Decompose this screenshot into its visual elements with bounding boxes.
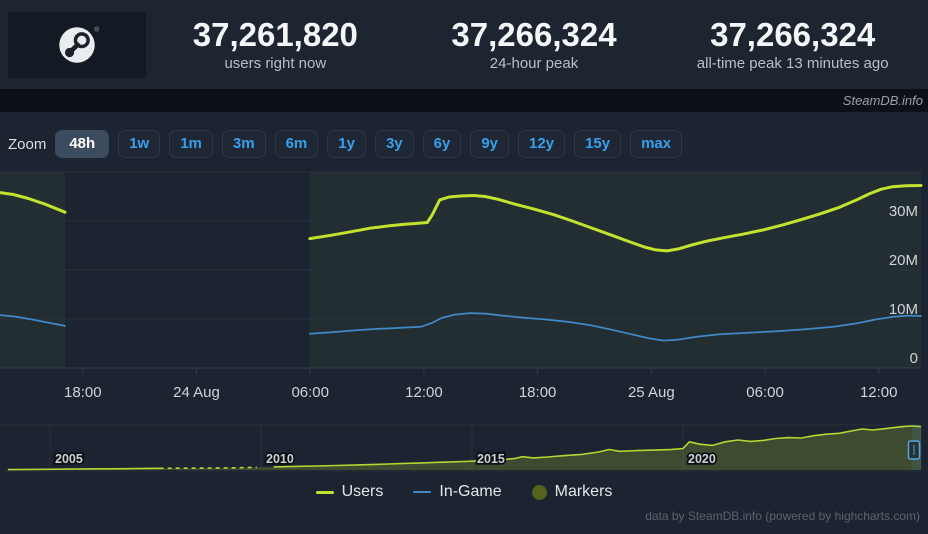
stat-label: users right now [224, 55, 327, 72]
navigator-year-label: 2005 [55, 452, 83, 466]
y-axis-label: 20M [889, 252, 918, 269]
x-axis-label: 18:00 [64, 384, 102, 401]
navigator-year-label: 2020 [688, 452, 716, 466]
zoom-button-1m[interactable]: 1m [169, 130, 213, 158]
users-series-line [0, 191, 67, 214]
x-axis-label: 12:00 [405, 384, 443, 401]
legend-item-in-game[interactable]: In-Game [413, 483, 502, 501]
zoom-buttons: 48h 1w 1m 3m 6m 1y 3y 6y 9y 12y 15y max [55, 130, 691, 158]
chart-credits[interactable]: data by SteamDB.info (powered by highcha… [645, 509, 920, 523]
zoom-button-3y[interactable]: 3y [374, 130, 414, 158]
zoom-button-15y[interactable]: 15y [574, 130, 622, 158]
legend-item-markers[interactable]: Markers [531, 483, 613, 501]
navigator-series-line [273, 425, 922, 468]
steamdb-brand-link[interactable]: SteamDB.info [842, 93, 923, 108]
x-axis-label: 06:00 [746, 384, 784, 401]
steam-logo-icon: ® [59, 25, 99, 63]
in-game-legend-swatch-icon [413, 491, 432, 493]
stat-24-hour-peak: 37,266,324 24-hour peak [405, 16, 664, 73]
navigator-series-line [7, 467, 160, 471]
svg-text:®: ® [94, 25, 99, 33]
navigator-year-label: 2015 [477, 452, 505, 466]
x-axis-label: 12:00 [860, 384, 898, 401]
navigator-handle[interactable] [907, 440, 921, 460]
x-axis-label: 06:00 [291, 384, 329, 401]
zoom-button-1w[interactable]: 1w [118, 130, 161, 158]
zoom-button-6m[interactable]: 6m [274, 130, 319, 158]
zoom-button-48h[interactable]: 48h [55, 130, 110, 158]
zoom-button-9y[interactable]: 9y [470, 130, 510, 158]
zoom-button-6y[interactable]: 6y [422, 130, 462, 158]
chart-legend: Users In-Game Markers [0, 483, 928, 501]
y-axis-label: 30M [889, 203, 918, 220]
stat-label: 24-hour peak [489, 55, 579, 72]
data-plot-band [309, 172, 921, 368]
legend-label: Markers [554, 483, 613, 500]
brand-bar: SteamDB.info [0, 89, 928, 112]
header: ® 37,261,820 users right now 37,266,324 24-… [0, 0, 928, 89]
stat-all-time-peak-13-minutes-ago: 37,266,324 all-time peak 13 minutes ago [663, 16, 922, 73]
stat-value: 37,261,820 [192, 16, 358, 53]
stat-users-right-now: 37,261,820 users right now [146, 16, 405, 73]
legend-label: In-Game [439, 483, 502, 500]
main-chart: 0 10M 20M 30M 18:00 24 Aug 06:00 12:00 18:00 25 A… [0, 171, 923, 401]
zoom-toolbar: Zoom 48h 1w 1m 3m 6m 1y 3y 6y 9y 12y 15y max [8, 130, 691, 158]
legend-item-users[interactable]: Users [315, 483, 384, 501]
data-plot-band [0, 172, 66, 368]
navigator[interactable]: 2005 2010 2015 2020 [0, 424, 922, 472]
navigator-selection[interactable] [911, 425, 921, 470]
y-axis-label: 0 [910, 350, 918, 367]
users-legend-swatch-icon [315, 490, 334, 494]
stat-value: 37,266,324 [451, 16, 617, 53]
steam-logo[interactable]: ® [8, 11, 146, 78]
in-game-series-line [0, 314, 66, 327]
in-game-series-line [308, 312, 922, 342]
navigator-series-line [159, 466, 257, 470]
x-axis-label: 24 Aug [173, 384, 220, 401]
navigator-area-fill [7, 426, 922, 470]
stat-label: all-time peak 13 minutes ago [696, 55, 889, 72]
zoom-button-1y[interactable]: 1y [327, 130, 366, 158]
users-series-line [308, 184, 923, 253]
zoom-button-max[interactable]: max [630, 130, 683, 158]
zoom-button-12y[interactable]: 12y [518, 130, 566, 158]
header-stats: 37,261,820 users right now 37,266,324 24-ho… [146, 16, 928, 73]
y-axis-label: 10M [889, 301, 918, 318]
x-axis-label: 18:00 [519, 384, 557, 401]
zoom-button-3m[interactable]: 3m [221, 130, 266, 158]
navigator-year-label: 2010 [266, 452, 294, 466]
zoom-label: Zoom [8, 135, 47, 153]
stat-value: 37,266,324 [710, 16, 876, 53]
markers-legend-swatch-icon [531, 484, 547, 500]
legend-label: Users [341, 483, 384, 500]
x-axis-label: 25 Aug [628, 384, 675, 401]
